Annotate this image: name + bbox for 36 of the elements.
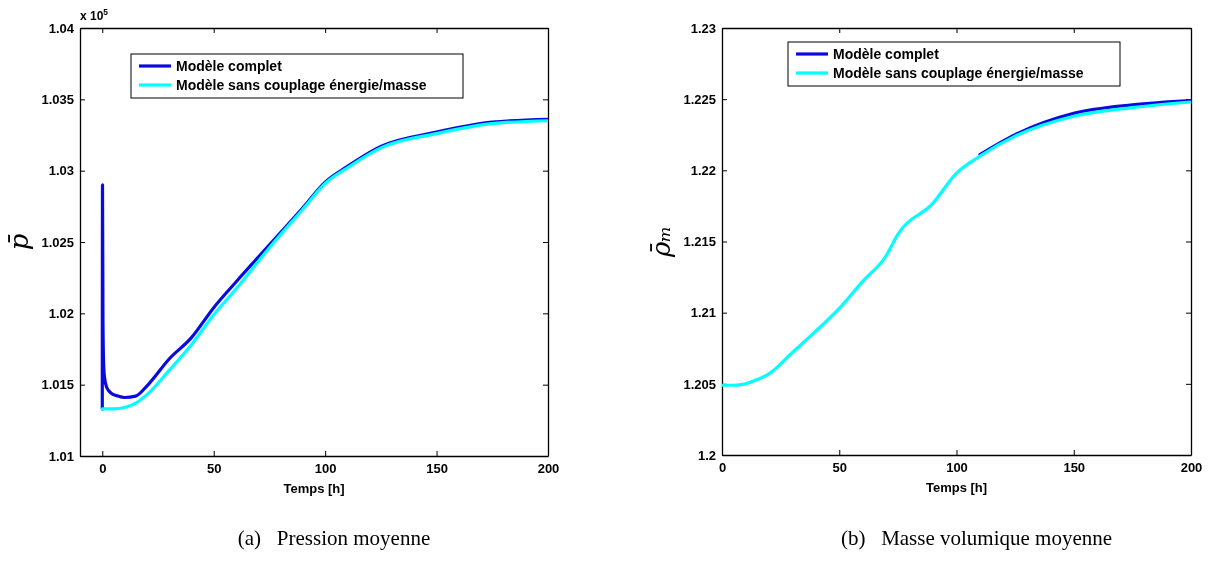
x-axis-title: Temps [h]: [283, 481, 345, 496]
x-tick-label: 100: [946, 460, 968, 476]
x-axis-title: Temps [h]: [925, 480, 988, 495]
y-tick-label: 1.04: [48, 20, 75, 36]
x-tick-label: 100: [314, 461, 337, 477]
text: (a) Pression moyenne: [237, 526, 431, 550]
x-tick-label: 50: [832, 460, 847, 476]
y-tick-label: 1.03: [48, 163, 74, 179]
y-tick-label: 1.015: [41, 377, 74, 393]
text: (b) Masse volumique moyenne: [840, 526, 1113, 550]
legend-label: Modèle complet: [833, 46, 940, 62]
x-tick-label: 0: [99, 461, 107, 477]
text: x 10$^{5}$: [80, 7, 109, 23]
x-tick-label: 150: [426, 461, 448, 477]
y-tick-label: 1.2: [697, 447, 716, 463]
y-tick-label: 1.215: [683, 234, 716, 250]
y-tick-label: 1.025: [41, 234, 74, 250]
y-tick-label: 1.205: [683, 376, 716, 392]
x-tick-label: 0: [718, 460, 727, 476]
y-tick-label: 1.225: [683, 91, 716, 107]
line-series: [722, 100, 1191, 387]
x-tick-label: 50: [206, 461, 222, 477]
y-tick-label: 1.035: [41, 91, 74, 107]
y-tick-label: 1.01: [48, 448, 74, 464]
legend-label: Modèle complet: [176, 58, 283, 74]
legend-label: Modèle sans couplage énergie/masse: [176, 77, 427, 93]
y-axis-title: ρ̄ₘ: [646, 225, 676, 259]
y-tick-label: 1.23: [690, 20, 716, 36]
y-tick-label: 1.22: [690, 162, 716, 178]
x-tick-label: 150: [1063, 460, 1086, 476]
x-tick-label: 200: [1180, 460, 1203, 476]
y-tick-label: 1.02: [48, 305, 74, 321]
legend-label: Modèle sans couplage énergie/masse: [833, 65, 1084, 81]
y-axis-title: p̄: [4, 233, 34, 251]
y-tick-label: 1.21: [690, 305, 716, 321]
x-tick-label: 200: [537, 461, 560, 477]
